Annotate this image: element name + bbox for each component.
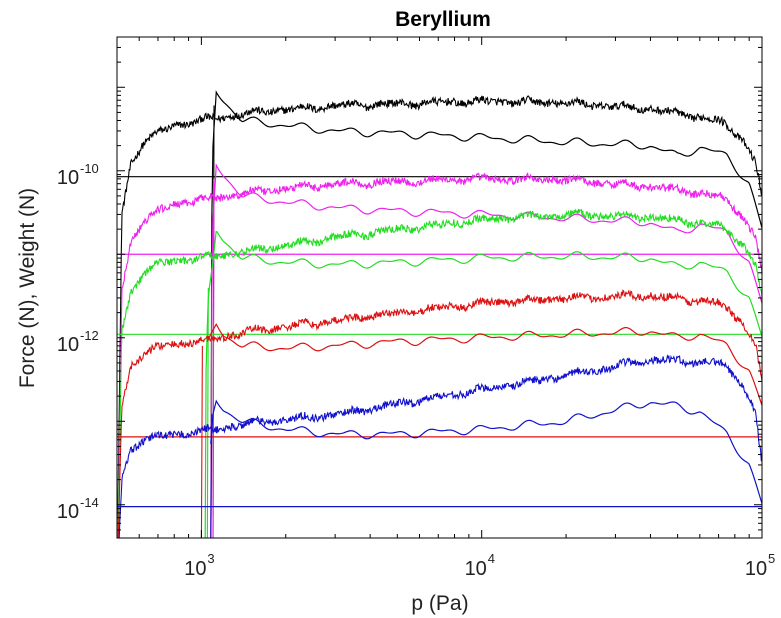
- y-tick-label: 10: [57, 334, 79, 356]
- onset-line-4: [210, 413, 213, 538]
- series-layer: [117, 90, 762, 538]
- y-tick-label-exp: -14: [80, 495, 99, 510]
- force-curve-noisy-1: [117, 172, 762, 538]
- series-2: [117, 208, 762, 538]
- y-tick-label-exp: -10: [80, 161, 99, 176]
- force-curve-smooth-0: [210, 90, 762, 538]
- y-tick-label-exp: -12: [80, 328, 99, 343]
- onset-line-2: [206, 288, 209, 538]
- series-1: [117, 163, 762, 538]
- y-tick-label: 10: [57, 167, 79, 189]
- x-tick-label: 10: [184, 558, 206, 580]
- y-axis-label: Force (N), Weight (N): [16, 188, 39, 388]
- chart-title: Beryllium: [395, 8, 491, 31]
- force-curve-smooth-2: [204, 230, 762, 538]
- series-3: [117, 289, 762, 538]
- force-curve-smooth-3: [206, 322, 762, 406]
- force-curve-noisy-0: [117, 95, 762, 538]
- x-tick-label: 10: [745, 558, 767, 580]
- series-4: [117, 354, 762, 538]
- onset-line-3: [200, 345, 203, 538]
- force-curve-smooth-4: [210, 399, 762, 504]
- x-tick-label-exp: 5: [768, 551, 775, 566]
- force-curve-noisy-4: [118, 354, 762, 538]
- force-curve-noisy-3: [117, 289, 762, 538]
- x-tick-label: 10: [465, 558, 487, 580]
- y-tick-label: 10: [57, 501, 79, 523]
- force-curve-smooth-1: [210, 163, 762, 538]
- force-curve-noisy-2: [117, 208, 762, 538]
- onset-line-1: [212, 179, 215, 538]
- x-tick-label-exp: 3: [207, 551, 214, 566]
- x-axis-label: p (Pa): [411, 592, 468, 615]
- x-tick-label-exp: 4: [488, 551, 495, 566]
